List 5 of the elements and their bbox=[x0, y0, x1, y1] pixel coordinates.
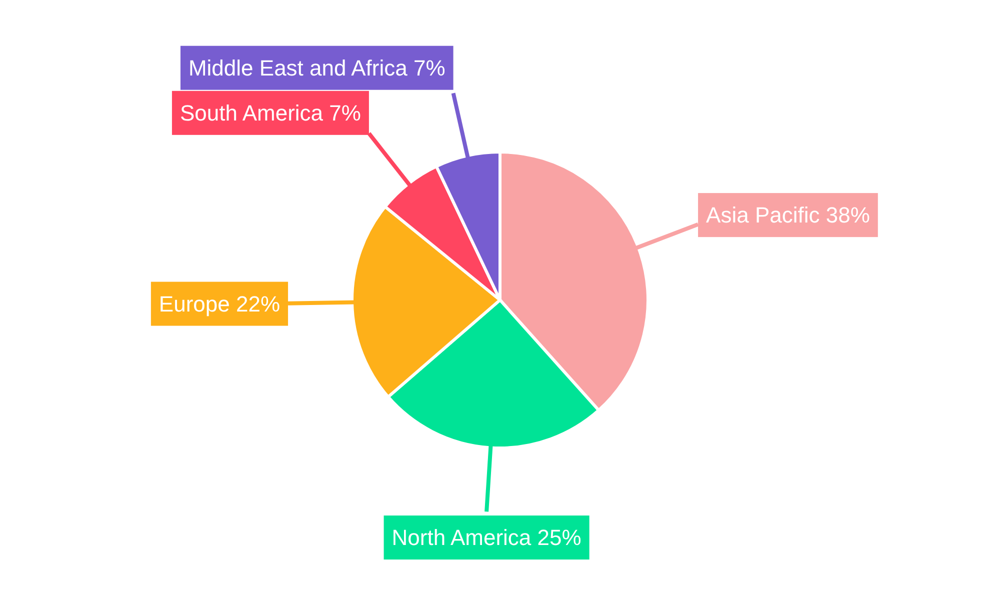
slice-label: South America 7% bbox=[180, 100, 361, 126]
slice-label: Middle East and Africa 7% bbox=[188, 55, 446, 80]
slice-label: North America 25% bbox=[392, 525, 582, 550]
slice-label: Europe 22% bbox=[158, 291, 280, 316]
slice-label: Asia Pacific 38% bbox=[706, 202, 870, 228]
